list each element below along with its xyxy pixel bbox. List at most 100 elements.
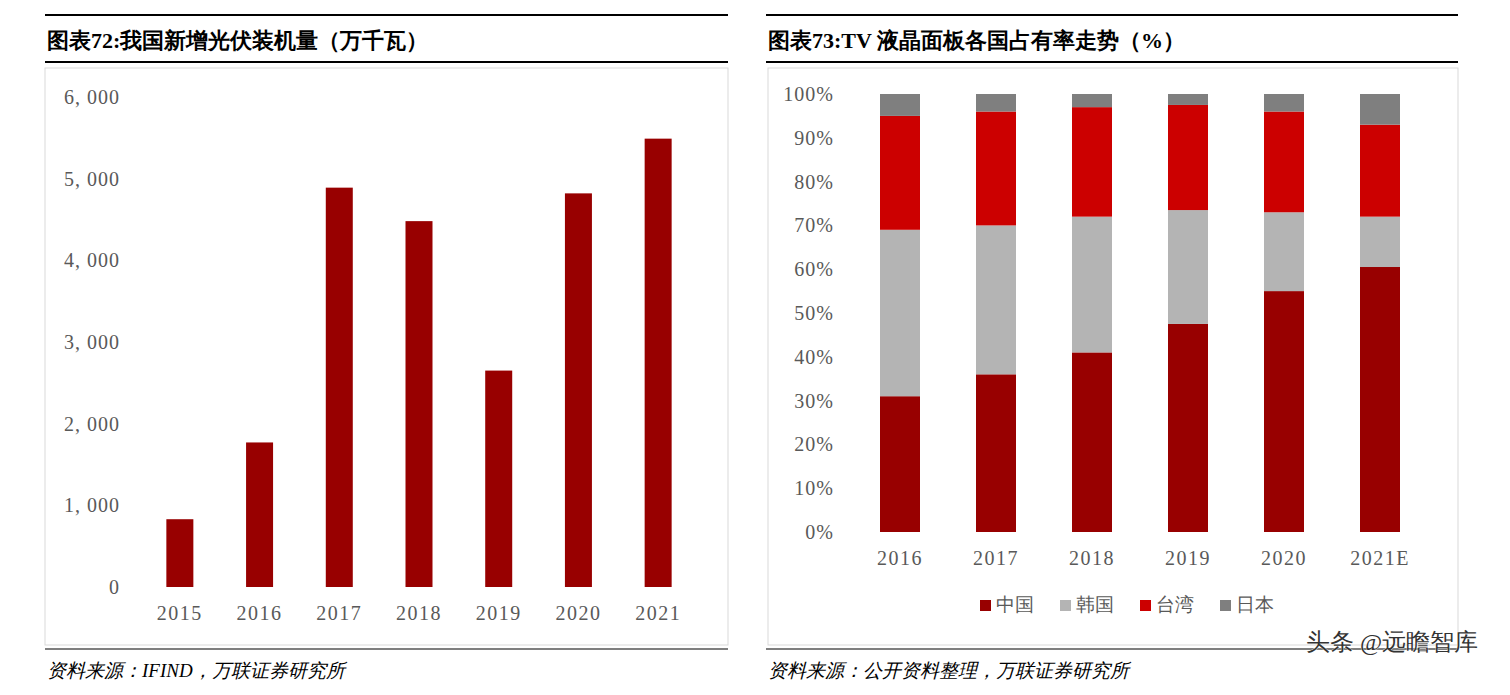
bar-segment: [1072, 217, 1112, 353]
bar: [406, 221, 433, 587]
x-tick-label: 2020: [1261, 547, 1307, 569]
y-tick-label: 1, 000: [64, 494, 120, 516]
y-tick-label: 70%: [794, 214, 834, 236]
bar: [645, 139, 672, 587]
bar-segment: [1168, 105, 1208, 210]
bar: [166, 519, 193, 587]
y-tick-label: 3, 000: [64, 331, 120, 353]
y-tick-label: 50%: [794, 302, 834, 324]
bar: [326, 188, 353, 587]
y-tick: [848, 356, 852, 357]
legend-swatch: [1220, 600, 1231, 611]
y-tick: [848, 269, 852, 270]
bar-segment: [1072, 352, 1112, 532]
legend-label: 台湾: [1156, 594, 1194, 615]
legend-label: 中国: [996, 594, 1034, 615]
x-tick-label: 2017: [973, 547, 1019, 569]
y-tick: [848, 225, 852, 226]
y-tick: [136, 505, 140, 506]
y-tick: [848, 181, 852, 182]
bar-segment: [1168, 94, 1208, 105]
bar-segment: [880, 94, 920, 116]
y-tick-label: 0%: [805, 521, 834, 543]
page: 图表72:我国新增光伏装机量（万千瓦） 资料来源：IFIND，万联证券研究所 0 1,…: [0, 0, 1510, 695]
bar-segment: [1264, 291, 1304, 532]
y-tick-label: 80%: [794, 171, 834, 193]
y-tick-label: 10%: [794, 477, 834, 499]
bar-segment: [1360, 217, 1400, 267]
bar-segment: [1360, 125, 1400, 217]
legend-label: 韩国: [1076, 594, 1114, 615]
chart-title: 图表73:TV 液晶面板各国占有率走势（%）: [768, 28, 1185, 53]
bar-segment: [1264, 94, 1304, 112]
bar-segment: [1168, 210, 1208, 324]
bar-segment: [880, 116, 920, 230]
bar: [565, 193, 592, 587]
bar-segment: [1168, 324, 1208, 532]
chart-title: 图表72:我国新增光伏装机量（万千瓦）: [47, 28, 428, 53]
y-tick: [136, 423, 140, 424]
x-tick-label: 2021: [635, 602, 681, 624]
title-rule: [45, 61, 728, 63]
y-tick: [848, 400, 852, 401]
y-tick-label: 30%: [794, 390, 834, 412]
x-tick-label: 2015: [157, 602, 203, 624]
y-tick-label: 2, 000: [64, 413, 120, 435]
legend-swatch: [1060, 600, 1071, 611]
bar-segment: [976, 374, 1016, 532]
x-tick-label: 2016: [877, 547, 923, 569]
y-tick-label: 60%: [794, 258, 834, 280]
y-tick-label: 5, 000: [64, 168, 120, 190]
chart-frame: [45, 68, 728, 645]
bar-segment: [1360, 94, 1400, 125]
y-tick: [848, 94, 852, 95]
y-tick: [136, 97, 140, 98]
header-rule: [766, 14, 1458, 16]
x-tick-label: 2019: [1165, 547, 1211, 569]
bar: [485, 371, 512, 587]
bar-segment: [880, 396, 920, 532]
bar-segment: [1072, 94, 1112, 107]
bar-segment: [1264, 212, 1304, 291]
x-tick-label: 2021E: [1350, 547, 1410, 569]
bar-segment: [880, 230, 920, 396]
x-tick-label: 2016: [237, 602, 283, 624]
bar-segment: [976, 94, 1016, 112]
x-tick-label: 2019: [476, 602, 522, 624]
y-tick: [848, 444, 852, 445]
bar-segment: [976, 225, 1016, 374]
source-note: 资料来源：公开资料整理，万联证券研究所: [768, 660, 1132, 681]
y-tick: [136, 587, 140, 588]
legend-swatch: [1140, 600, 1151, 611]
footer-rule: [45, 648, 728, 649]
y-tick-label: 4, 000: [64, 249, 120, 271]
chart-frame: [768, 68, 1458, 645]
y-tick: [848, 488, 852, 489]
plot-area: [166, 139, 671, 587]
y-tick: [848, 137, 852, 138]
watermark: 头条 @远瞻智库: [1306, 629, 1478, 655]
y-tick: [848, 532, 852, 533]
source-note: 资料来源：IFIND，万联证券研究所: [47, 660, 348, 681]
bar-segment: [976, 112, 1016, 226]
legend-swatch: [980, 600, 991, 611]
y-tick-label: 0: [109, 576, 120, 598]
x-tick-label: 2018: [396, 602, 442, 624]
x-tick-label: 2017: [316, 602, 362, 624]
x-tick-label: 2020: [555, 602, 601, 624]
y-tick: [136, 260, 140, 261]
y-tick-label: 6, 000: [64, 86, 120, 108]
y-tick: [136, 178, 140, 179]
y-tick-label: 100%: [783, 83, 834, 105]
y-tick-label: 20%: [794, 433, 834, 455]
y-tick-label: 40%: [794, 346, 834, 368]
x-tick-label: 2018: [1069, 547, 1115, 569]
y-tick: [136, 342, 140, 343]
bar-segment: [1264, 112, 1304, 213]
plot-area: [880, 94, 1400, 532]
legend-label: 日本: [1236, 594, 1274, 615]
header-rule: [45, 14, 728, 16]
title-rule: [766, 61, 1458, 63]
y-tick-label: 90%: [794, 127, 834, 149]
bar-segment: [1072, 107, 1112, 217]
